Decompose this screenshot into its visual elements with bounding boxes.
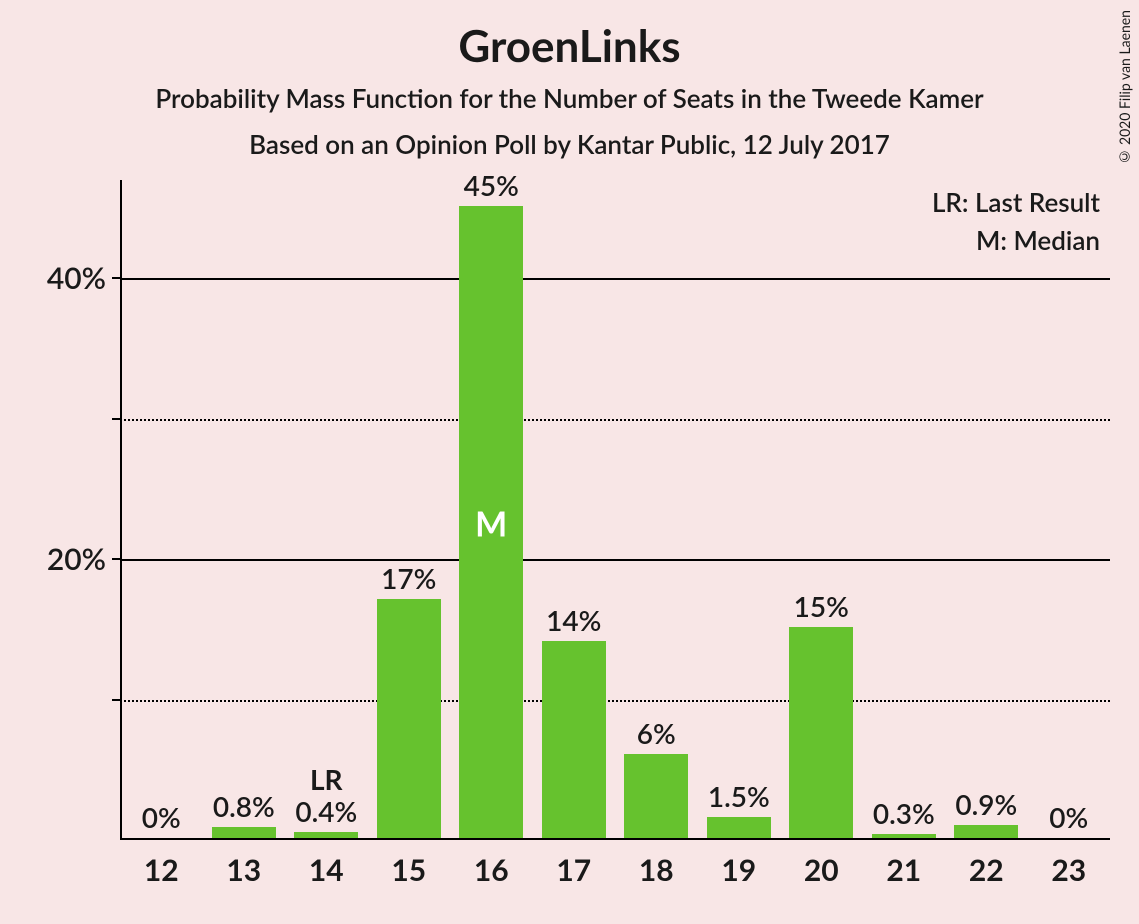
x-axis-line <box>120 838 1110 840</box>
x-tick-label: 16 <box>474 840 509 888</box>
bar-value-label: 6% <box>637 716 676 756</box>
bar-value-label: 0.8% <box>213 789 275 829</box>
bar-value-label: 15% <box>794 589 849 629</box>
x-tick-label: 15 <box>391 840 426 888</box>
chart-container: GroenLinks Probability Mass Function for… <box>0 0 1139 924</box>
bar <box>377 599 441 838</box>
x-tick-label: 20 <box>804 840 839 888</box>
x-tick-label: 18 <box>639 840 674 888</box>
bar-value-label: 14% <box>546 603 601 643</box>
x-tick-label: 14 <box>309 840 344 888</box>
bar-value-label: 0.3% <box>873 796 935 836</box>
legend-m: M: Median <box>976 224 1100 256</box>
bar-value-label: 0.4% <box>295 794 357 834</box>
x-tick-label: 17 <box>556 840 591 888</box>
bar-value-label: 1.5% <box>708 779 770 819</box>
legend-lr: LR: Last Result <box>932 186 1100 218</box>
bar-value-label: 0% <box>1049 800 1088 840</box>
x-tick-label: 19 <box>721 840 756 888</box>
plot-area: 20%40% 0%0.8%0.4%LR17%45%M14%6%1.5%15%0.… <box>120 180 1110 840</box>
bar <box>542 641 606 838</box>
chart-subtitle-1: Probability Mass Function for the Number… <box>0 82 1139 114</box>
bar-value-label: 0% <box>142 800 181 840</box>
x-tick-label: 21 <box>886 840 921 888</box>
x-tick-label: 12 <box>144 840 179 888</box>
y-tick-label: 40% <box>47 260 120 296</box>
bar <box>624 754 688 838</box>
y-tick-mark <box>112 699 120 701</box>
x-tick-label: 13 <box>226 840 261 888</box>
bars-group: 0%0.8%0.4%LR17%45%M14%6%1.5%15%0.3%0.9%0… <box>120 180 1110 838</box>
bar-value-label: 17% <box>381 561 436 601</box>
chart-title: GroenLinks <box>0 20 1139 72</box>
bar-value-label: 45% <box>464 168 519 208</box>
bar-value-label: 0.9% <box>955 787 1017 827</box>
median-label: M <box>475 504 507 545</box>
y-tick-mark <box>112 418 120 420</box>
chart-subtitle-2: Based on an Opinion Poll by Kantar Publi… <box>0 128 1139 160</box>
copyright-text: © 2020 Filip van Laenen <box>1116 10 1133 166</box>
x-tick-label: 23 <box>1051 840 1086 888</box>
y-tick-label: 20% <box>47 541 120 577</box>
bar <box>789 627 853 838</box>
x-tick-label: 22 <box>969 840 1004 888</box>
bar <box>707 817 771 838</box>
lr-label: LR <box>310 762 343 796</box>
